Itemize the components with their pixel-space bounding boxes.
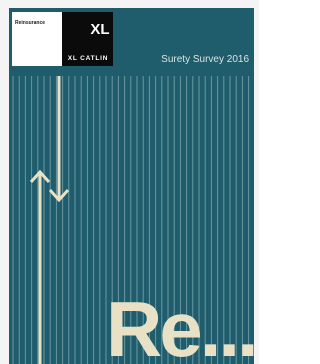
logo: XL <box>90 21 109 38</box>
title: Surety Survey 2016 <box>161 54 249 65</box>
headline: Re... <box>106 285 256 364</box>
brand: XL CATLIN <box>68 55 109 62</box>
page: Reinsurance XL XL CATLIN Surety Survey 2… <box>0 0 259 364</box>
cover: Reinsurance XL XL CATLIN Surety Survey 2… <box>0 0 259 364</box>
category: Reinsurance <box>15 20 45 26</box>
